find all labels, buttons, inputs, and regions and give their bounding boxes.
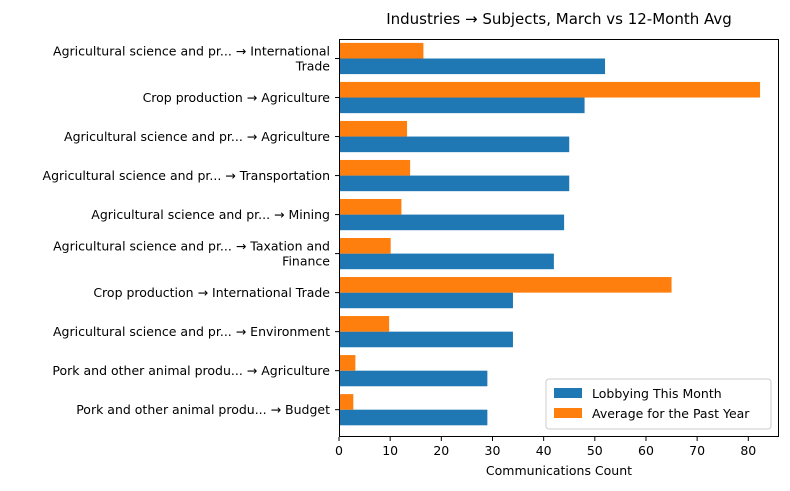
- bar-past-year-avg-10: [339, 394, 354, 410]
- legend-swatch-this-month: [554, 388, 582, 398]
- x-tick-label: 30: [485, 443, 501, 458]
- y-tick-label: Agricultural science and pr... → Agricul…: [64, 129, 330, 144]
- y-tick-label: Agricultural science and pr... → Environ…: [53, 324, 330, 339]
- bar-this-month-3: [339, 136, 570, 153]
- y-tick-label: Agricultural science and pr... → Taxatio…: [53, 239, 330, 254]
- bar-this-month-9: [339, 370, 488, 387]
- y-tick-label: Crop production → Agriculture: [143, 90, 331, 105]
- legend-box: [545, 378, 772, 430]
- y-tick-label: Crop production → International Trade: [93, 285, 330, 300]
- legend-swatch-past-year-avg: [554, 408, 582, 418]
- y-axis-ticks: Agricultural science and pr... → Interna…: [43, 44, 339, 417]
- bar-this-month-6: [339, 253, 554, 270]
- y-tick-label: Agricultural science and pr... → Mining: [91, 207, 330, 222]
- y-tick-label: Pork and other animal produ... → Agricul…: [52, 363, 330, 378]
- bar-past-year-avg-7: [339, 277, 672, 293]
- bar-this-month-2: [339, 97, 585, 114]
- bar-this-month-4: [339, 175, 570, 192]
- chart-title: Industries → Subjects, March vs 12-Month…: [386, 10, 732, 28]
- x-tick-label: 70: [689, 443, 705, 458]
- x-tick-label: 0: [335, 443, 343, 458]
- x-tick-label: 60: [638, 443, 654, 458]
- bar-past-year-avg-1: [339, 42, 424, 59]
- y-tick-label: Finance: [282, 254, 330, 269]
- bar-past-year-avg-9: [339, 355, 356, 371]
- bar-past-year-avg-8: [339, 316, 390, 332]
- y-tick-label: Agricultural science and pr... → Transpo…: [43, 168, 330, 183]
- y-tick-label: Agricultural science and pr... → Interna…: [53, 44, 330, 59]
- bar-this-month-10: [339, 409, 488, 426]
- x-tick-label: 40: [536, 443, 552, 458]
- bar-past-year-avg-2: [339, 81, 761, 98]
- bar-this-month-8: [339, 331, 513, 348]
- bar-past-year-avg-5: [339, 198, 402, 215]
- bar-past-year-avg-3: [339, 120, 408, 137]
- x-tick-label: 20: [433, 443, 449, 458]
- x-axis-label: Communications Count: [486, 463, 632, 478]
- x-axis-ticks: 0 10 20 30 40 50 60 70 80: [335, 437, 756, 458]
- y-tick-label: Pork and other animal produ... → Budget: [76, 402, 330, 417]
- bar-past-year-avg-6: [339, 238, 391, 254]
- bar-this-month-7: [339, 292, 513, 309]
- x-tick-label: 10: [382, 443, 398, 458]
- bar-this-month-1: [339, 58, 606, 75]
- legend-label-past-year-avg: Average for the Past Year: [592, 406, 750, 421]
- plot-frame: [339, 39, 779, 437]
- x-tick-label: 50: [587, 443, 603, 458]
- legend-label-this-month: Lobbying This Month: [592, 386, 722, 401]
- bar-past-year-avg-4: [339, 159, 411, 176]
- bar-this-month-5: [339, 214, 565, 231]
- x-tick-label: 80: [740, 443, 756, 458]
- legend: Lobbying This Month Average for the Past …: [545, 378, 772, 430]
- y-tick-label: Trade: [295, 59, 331, 74]
- plot-area: [339, 42, 761, 426]
